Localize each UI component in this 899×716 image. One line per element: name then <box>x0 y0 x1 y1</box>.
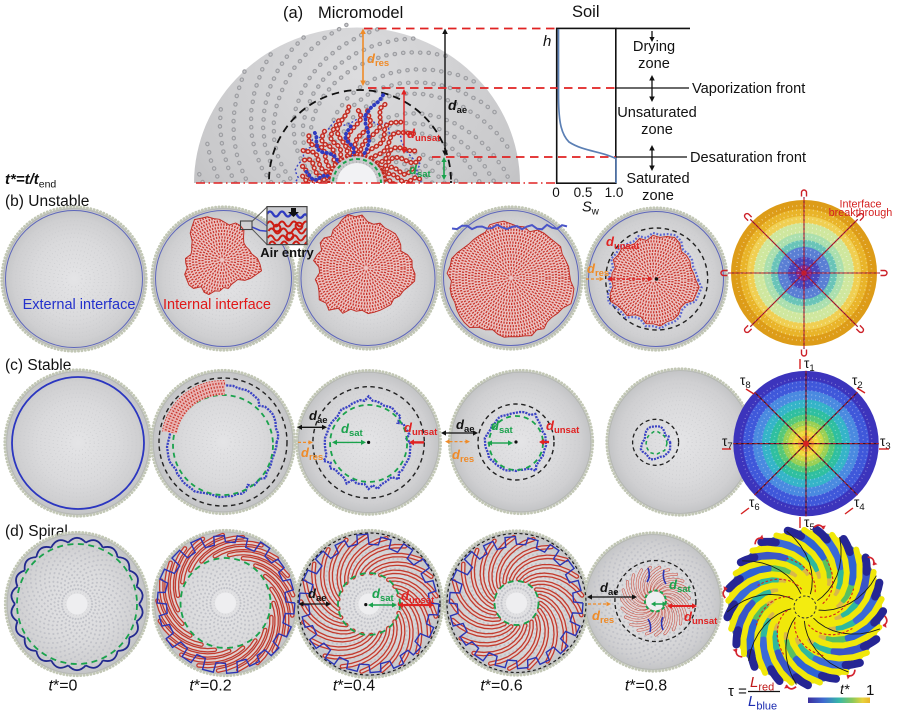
svg-text:(a): (a) <box>283 4 303 22</box>
svg-text:1.0: 1.0 <box>605 185 624 200</box>
svg-text:zone: zone <box>642 188 674 204</box>
svg-text:t*=0.2: t*=0.2 <box>189 678 231 695</box>
svg-text:τ1: τ1 <box>804 356 815 374</box>
svg-text:t*=0.6: t*=0.6 <box>480 678 522 695</box>
svg-text:0: 0 <box>552 185 560 200</box>
svg-text:t*=0.4: t*=0.4 <box>333 678 375 695</box>
svg-text:zone: zone <box>638 56 670 72</box>
svg-text:External interface: External interface <box>23 297 136 313</box>
svg-text:Air entry: Air entry <box>260 245 314 260</box>
svg-text:τ8: τ8 <box>740 373 751 391</box>
svg-text:Unsaturated: Unsaturated <box>617 105 697 121</box>
svg-text:Soil: Soil <box>572 3 600 21</box>
svg-text:1: 1 <box>866 682 874 699</box>
svg-text:t*=0: t*=0 <box>49 678 78 695</box>
svg-text:Internal interface: Internal interface <box>163 297 271 313</box>
svg-text:breakthrough: breakthrough <box>829 207 893 219</box>
svg-text:h: h <box>543 33 551 50</box>
svg-text:Vaporization front: Vaporization front <box>692 81 805 97</box>
svg-text:zone: zone <box>641 122 673 138</box>
svg-text:(c) Stable: (c) Stable <box>5 357 71 374</box>
svg-text:Saturated: Saturated <box>626 171 689 187</box>
svg-text:0.5: 0.5 <box>574 185 593 200</box>
svg-text:Interface: Interface <box>839 198 881 210</box>
svg-text:τ =: τ = <box>728 683 747 700</box>
svg-text:τ6: τ6 <box>749 495 760 513</box>
svg-text:τ4: τ4 <box>854 495 865 513</box>
svg-text:Desaturation front: Desaturation front <box>690 150 806 166</box>
svg-text:τ3: τ3 <box>880 434 891 452</box>
svg-text:τ2: τ2 <box>852 373 863 391</box>
svg-text:t*: t* <box>840 681 850 697</box>
svg-text:τ5: τ5 <box>804 515 815 533</box>
svg-text:(b) Unstable: (b) Unstable <box>5 193 89 210</box>
svg-text:t*=0.8: t*=0.8 <box>625 678 667 695</box>
svg-text:Micromodel: Micromodel <box>318 4 403 22</box>
svg-text:Drying: Drying <box>633 39 675 55</box>
svg-text:τ7: τ7 <box>722 434 733 452</box>
